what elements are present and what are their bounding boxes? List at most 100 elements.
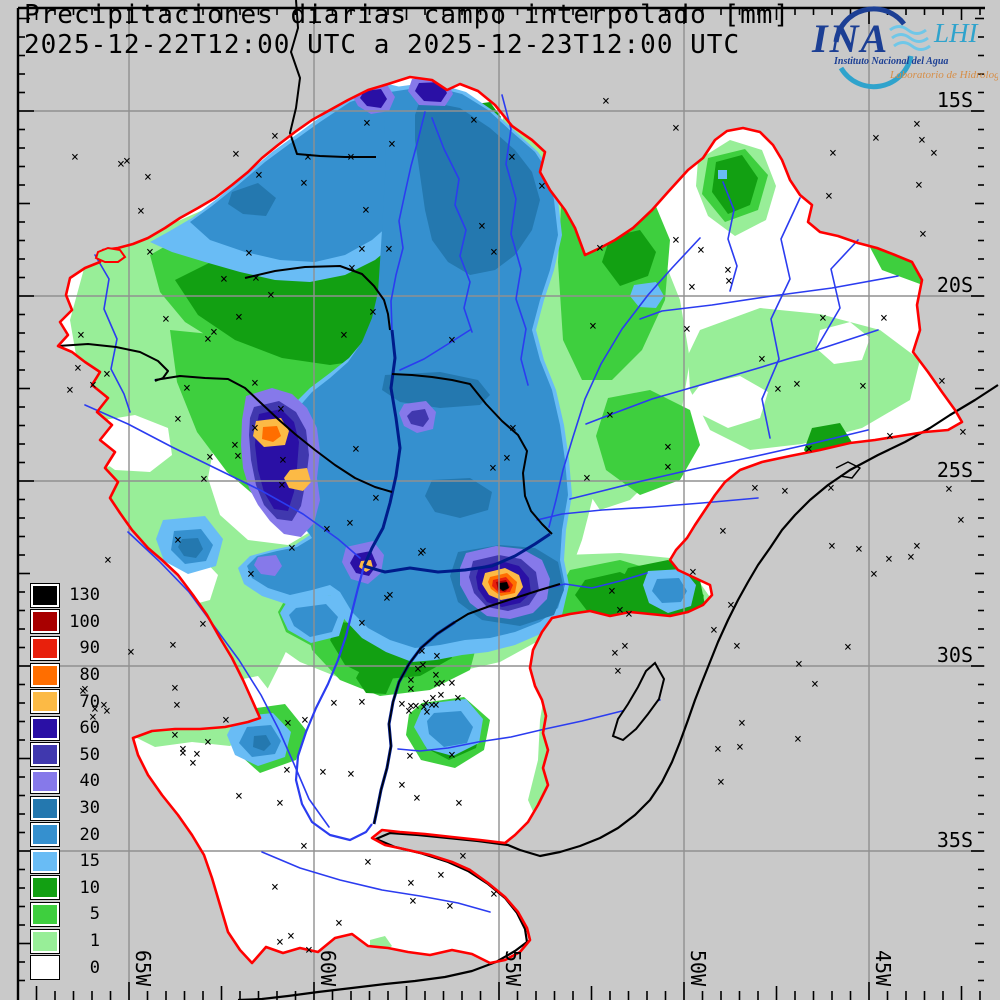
station-x-marker: × — [189, 756, 197, 771]
station-x-marker: × — [886, 429, 894, 444]
station-x-marker: × — [174, 412, 182, 427]
station-x-marker: × — [412, 699, 420, 714]
legend-item: 15 — [30, 848, 100, 874]
station-x-marker: × — [751, 481, 759, 496]
station-x-marker: × — [220, 272, 228, 287]
legend-color-chip — [30, 742, 60, 768]
legend-item: 80 — [30, 662, 100, 688]
station-x-marker: × — [347, 150, 355, 165]
station-x-marker: × — [959, 425, 967, 440]
station-x-marker: × — [454, 691, 462, 706]
station-x-marker: × — [509, 421, 517, 436]
station-x-marker: × — [89, 710, 97, 725]
station-x-marker: × — [358, 695, 366, 710]
station-x-marker: × — [271, 129, 279, 144]
map-title-block: Precipitaciones diarias campo interpolad… — [24, 0, 790, 60]
station-x-marker: × — [489, 461, 497, 476]
station-x-marker: × — [418, 644, 426, 659]
station-x-marker: × — [300, 176, 308, 191]
station-x-marker: × — [301, 713, 309, 728]
legend-value-label: 70 — [79, 691, 100, 712]
station-x-marker: × — [596, 241, 604, 256]
station-x-marker: × — [251, 376, 259, 391]
station-x-marker: × — [358, 242, 366, 257]
station-x-marker: × — [446, 899, 454, 914]
station-x-marker: × — [305, 943, 313, 958]
legend-color-chip — [30, 955, 60, 981]
station-x-marker: × — [844, 640, 852, 655]
legend-value-label: 20 — [79, 824, 100, 845]
station-x-marker: × — [179, 742, 187, 757]
lon-label: 65W — [131, 950, 155, 987]
basin-outline — [56, 75, 964, 965]
station-x-marker: × — [386, 588, 394, 603]
station-x-marker: × — [855, 542, 863, 557]
logo-acronym: INA — [811, 16, 889, 61]
station-x-marker: × — [672, 233, 680, 248]
map-frame — [16, 6, 985, 1000]
station-x-marker: × — [664, 440, 672, 455]
station-x-marker: × — [938, 374, 946, 389]
precipitation-legend: 130 100 90 80 70 60 50 40 30 20 15 10 5 1 0 — [30, 582, 100, 982]
station-x-marker: × — [957, 513, 965, 528]
station-x-marker: × — [710, 623, 718, 638]
legend-value-label: 15 — [79, 851, 100, 872]
axis-ticks — [17, 8, 984, 1000]
station-x-marker: × — [433, 677, 441, 692]
station-x-marker: × — [358, 616, 366, 631]
station-x-marker: × — [234, 449, 242, 464]
station-x-marker: × — [919, 227, 927, 242]
station-x-marker: × — [688, 280, 696, 295]
station-x-marker: × — [758, 352, 766, 367]
station-x-marker: × — [204, 332, 212, 347]
station-x-marker: × — [267, 288, 275, 303]
station-x-marker: × — [77, 328, 85, 343]
station-x-marker: × — [199, 617, 207, 632]
station-x-marker: × — [330, 696, 338, 711]
station-x-marker: × — [171, 728, 179, 743]
station-x-marker: × — [738, 716, 746, 731]
coastline — [237, 384, 999, 1000]
lon-label: 60W — [316, 950, 340, 987]
station-x-marker: × — [171, 681, 179, 696]
station-x-marker: × — [206, 450, 214, 465]
station-x-marker: × — [398, 697, 406, 712]
station-x-marker: × — [714, 742, 722, 757]
station-x-marker: × — [79, 684, 87, 699]
station-x-marker: × — [819, 311, 827, 326]
station-x-marker: × — [438, 676, 446, 691]
station-x-marker: × — [885, 552, 893, 567]
station-x-marker: × — [340, 328, 348, 343]
station-x-marker: × — [271, 880, 279, 895]
station-x-marker: × — [420, 700, 428, 715]
station-x-marker: × — [123, 154, 131, 169]
station-x-marker: × — [455, 796, 463, 811]
station-x-marker: × — [193, 747, 201, 762]
station-x-marker: × — [423, 705, 431, 720]
station-x-marker: × — [859, 379, 867, 394]
station-x-marker: × — [363, 116, 371, 131]
station-x-marker: × — [614, 664, 622, 679]
station-x-marker: × — [918, 133, 926, 148]
station-x-marker: × — [300, 839, 308, 854]
station-x-marker: × — [827, 481, 835, 496]
station-x-marker: × — [251, 421, 259, 436]
station-x-marker: × — [719, 524, 727, 539]
legend-item: 70 — [30, 689, 100, 715]
legend-color-chip — [30, 689, 60, 715]
station-x-marker: × — [278, 478, 286, 493]
station-x-marker: × — [407, 682, 415, 697]
legend-value-label: 100 — [69, 611, 100, 632]
station-x-marker: × — [210, 325, 218, 340]
station-x-marker: × — [725, 274, 733, 289]
station-x-marker: × — [174, 533, 182, 548]
lat-label: 20S — [936, 273, 973, 297]
legend-value-label: 40 — [79, 771, 100, 792]
station-x-marker: × — [733, 639, 741, 654]
station-x-marker: × — [287, 929, 295, 944]
station-x-marker: × — [428, 698, 436, 713]
station-x-marker: × — [490, 245, 498, 260]
station-x-marker: × — [621, 639, 629, 654]
lat-label: 25S — [936, 458, 973, 482]
